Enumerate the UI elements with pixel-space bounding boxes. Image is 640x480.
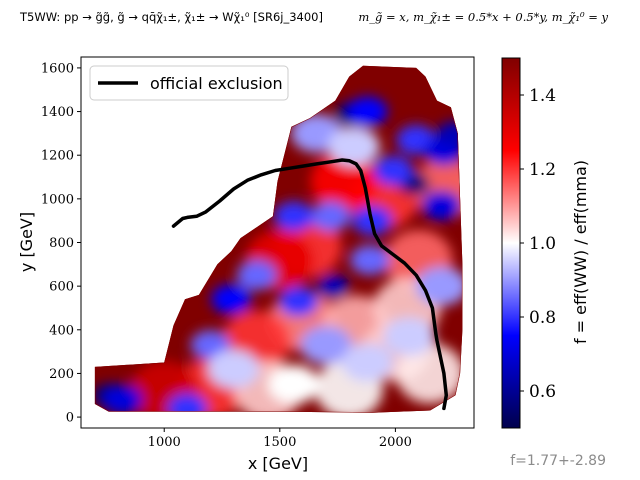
heatmap-cell xyxy=(421,190,462,221)
colorbar-ticks: 0.6 0.8 1.0 1.2 1.4 xyxy=(520,86,556,402)
heatmap-cell xyxy=(341,343,394,383)
heatmap-cell xyxy=(236,260,277,291)
y-tick-label: 800 xyxy=(49,236,74,251)
heatmap-cell xyxy=(130,360,199,413)
heatmap-soft-layer xyxy=(94,96,463,413)
heatmap-cell xyxy=(349,244,390,275)
heatmap-cell xyxy=(310,201,351,232)
heatmap-cell xyxy=(300,325,353,365)
colorbar-tick-label: 1.2 xyxy=(529,160,556,180)
x-axis: 1000 1500 2000 xyxy=(148,428,412,450)
colorbar-label: f = eff(WW) / eff(mma) xyxy=(571,160,590,344)
plot-area xyxy=(80,56,475,429)
colorbar-tick-label: 0.6 xyxy=(529,382,556,402)
y-tick-label: 1000 xyxy=(41,192,74,207)
heatmap-cell xyxy=(437,121,463,146)
y-tick-label: 0 xyxy=(66,411,74,426)
heatmap-cell xyxy=(347,96,388,127)
heatmap-cell xyxy=(273,201,314,232)
heatmap-cell xyxy=(278,286,319,317)
chart-header-left: T5WW: pp → g̃g̃, g̃ → qq̄χ̃₁±, χ̃₁± → Wχ… xyxy=(20,10,323,24)
legend-entry-label: official exclusion xyxy=(150,74,283,93)
heatmap-cell xyxy=(207,349,260,389)
heatmap-cell xyxy=(316,274,349,299)
fit-result-text: f=1.77+-2.89 xyxy=(510,453,606,469)
y-tick-label: 1200 xyxy=(41,149,74,164)
legend-box xyxy=(89,65,289,101)
y-tick-label: 1400 xyxy=(41,105,74,120)
colorbar: 0.6 0.8 1.0 1.2 1.4 f = eff(WW) / eff(mma) xyxy=(501,57,590,429)
x-tick-label: 2000 xyxy=(379,435,412,450)
colorbar-gradient xyxy=(501,57,521,429)
chart-header-right: m_g̃ = x, m_χ̃₁± = 0.5*x + 0.5*y, m_χ̃₁⁰… xyxy=(358,10,608,24)
exclusion-curve-layer xyxy=(171,158,449,411)
heatmap-layer xyxy=(94,65,463,413)
heatmap-cell xyxy=(327,126,380,166)
y-tick-label: 600 xyxy=(49,280,74,295)
x-tick-label: 1500 xyxy=(263,435,296,450)
y-axis-label: y [GeV] xyxy=(17,212,36,272)
colorbar-tick-label: 1.0 xyxy=(529,234,556,254)
heatmap-cell xyxy=(373,155,414,186)
x-axis-label: x [GeV] xyxy=(248,454,308,473)
heatmap-cell xyxy=(383,316,436,356)
heatmap-cell xyxy=(211,284,252,315)
legend: official exclusion xyxy=(89,65,289,101)
heatmap-cell xyxy=(267,364,320,404)
heatmap-cell xyxy=(310,151,379,212)
y-tick-label: 400 xyxy=(49,323,74,338)
y-tick-label: 1600 xyxy=(41,61,74,76)
y-axis: 0 200 400 600 800 1000 1200 1400 1600 xyxy=(41,61,81,426)
colorbar-tick-label: 0.8 xyxy=(529,308,556,328)
x-tick-label: 1000 xyxy=(148,435,181,450)
series-official-exclusion xyxy=(171,158,449,411)
colorbar-tick-label: 1.4 xyxy=(529,86,556,106)
heatmap-cell xyxy=(102,384,143,413)
y-tick-label: 200 xyxy=(49,367,74,382)
heatmap-cell xyxy=(167,393,208,413)
